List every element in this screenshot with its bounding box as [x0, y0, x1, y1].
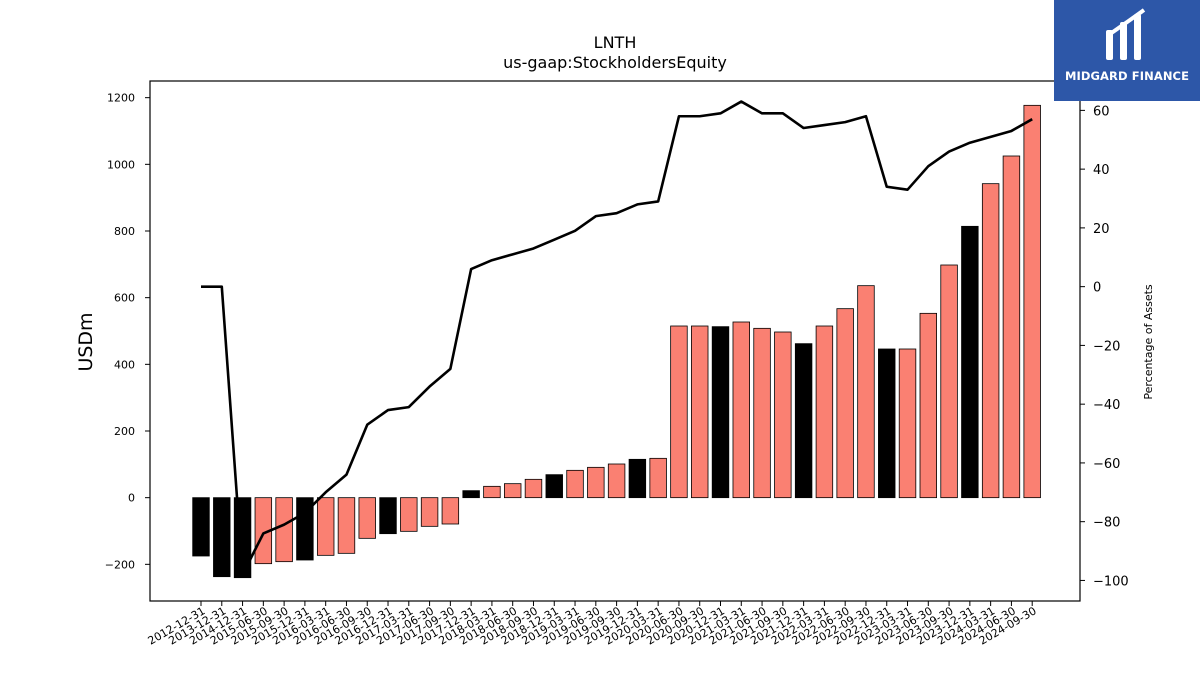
- y2-tick-label: 0: [1093, 281, 1101, 296]
- bar-2021-03-31: [732, 321, 750, 499]
- bar-2017-09-30: [441, 497, 460, 525]
- bar-2020-03-31: [649, 457, 667, 499]
- bar-2017-06-30: [420, 497, 439, 527]
- bar-2020-12-31: [711, 326, 730, 499]
- bars: [192, 104, 1041, 579]
- line-layer: [201, 100, 1033, 576]
- logo-mark-icon: [1106, 8, 1146, 60]
- y-tick-label: 0: [128, 492, 135, 505]
- bar-2021-12-31: [794, 343, 813, 499]
- x-ticks: 2012-12-312013-12-312014-12-312015-06-30…: [146, 601, 1039, 648]
- plot-frame: [149, 80, 1081, 602]
- bar-2018-03-31: [483, 485, 501, 499]
- bar-2013-12-31: [213, 497, 231, 578]
- bar-2016-12-31: [379, 497, 397, 535]
- y2-tick-label: −80: [1093, 516, 1120, 531]
- bar-2015-09-30: [275, 497, 293, 563]
- y2-tick-label: −100: [1093, 574, 1129, 589]
- y2-tick-label: 40: [1093, 163, 1110, 178]
- bar-2022-03-31: [815, 325, 834, 499]
- bar-2018-06-30: [503, 483, 522, 499]
- bar-2019-03-31: [566, 469, 584, 499]
- y-tick-label: 1000: [107, 158, 135, 171]
- bar-2021-06-30: [753, 327, 771, 499]
- bar-2016-09-30: [358, 497, 376, 539]
- bar-2023-03-31: [898, 348, 917, 499]
- bar-2022-12-31: [878, 348, 896, 499]
- bar-2018-12-31: [545, 474, 563, 499]
- bar-2022-09-30: [857, 285, 875, 499]
- bar-2023-06-30: [919, 312, 938, 499]
- bar-2020-06-30: [670, 325, 688, 499]
- y2-tick-label: 60: [1093, 104, 1110, 119]
- logo-text: MIDGARD FINANCE: [1064, 69, 1190, 83]
- y-tick-label: 600: [114, 292, 135, 305]
- bar-2018-09-30: [524, 478, 543, 499]
- y-tick-label: 200: [114, 425, 135, 438]
- y-axis-label: USDm: [75, 312, 97, 371]
- y2-tick-label: 20: [1093, 222, 1110, 237]
- bar-2024-03-31: [981, 183, 1000, 499]
- bar-2017-03-31: [400, 497, 418, 532]
- bar-2019-09-30: [607, 463, 626, 499]
- bar-2012-12-31: [192, 497, 210, 557]
- y2-tick-label: −60: [1093, 457, 1120, 472]
- bar-2023-09-30: [940, 264, 958, 499]
- bar-2021-09-30: [774, 331, 792, 499]
- bar-2017-12-31: [462, 490, 480, 499]
- right-ticks: −100 −80 −60 −40 −20 0 20 40 60: [1080, 104, 1129, 589]
- y2-tick-label: −20: [1093, 339, 1120, 354]
- bar-2015-12-31: [296, 497, 314, 561]
- bar-2019-06-30: [587, 466, 605, 499]
- bar-2022-06-30: [836, 308, 854, 499]
- chart-subtitle: us-gaap:StockholdersEquity: [503, 53, 727, 72]
- bar-2019-12-31: [628, 458, 647, 499]
- y-tick-label: −200: [105, 558, 135, 571]
- y-tick-label: 400: [114, 358, 135, 371]
- left-ticks: −200 0 200 400 600 800 1000 1200: [105, 92, 150, 571]
- midgard-logo: MIDGARD FINANCE: [1054, 0, 1200, 101]
- bar-2024-06-30: [1002, 155, 1021, 499]
- bar-2024-09-30: [1023, 104, 1041, 499]
- bar-2016-03-31: [316, 497, 335, 556]
- y-tick-label: 1200: [107, 92, 135, 105]
- y2-axis-label: Percentage of Assets: [1142, 284, 1155, 400]
- bar-2016-06-30: [337, 497, 356, 554]
- percentage-line: [201, 100, 1033, 576]
- bar-2020-09-30: [691, 325, 709, 499]
- y-tick-label: 800: [114, 225, 135, 238]
- y2-tick-label: −40: [1093, 398, 1120, 413]
- chart-title: LNTH: [594, 33, 637, 52]
- bar-2023-12-31: [961, 225, 979, 499]
